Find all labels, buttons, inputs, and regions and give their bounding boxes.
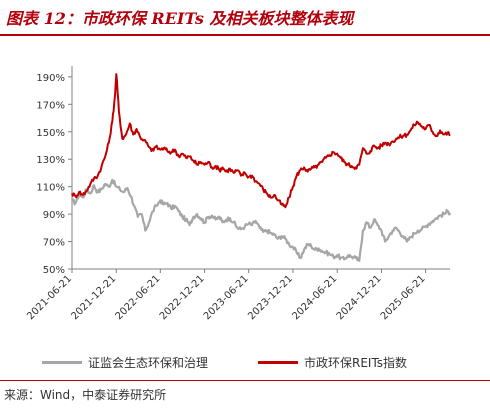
y-tick-label: 90% [43,210,65,221]
source-note: 来源：Wind，中泰证券研究所 [4,388,167,402]
x-tick-label: 2024-12-21 [335,273,384,322]
source-rule [0,380,490,381]
x-tick-label: 2022-12-21 [158,273,207,322]
x-tick-label: 2023-12-21 [246,273,295,322]
series-layer [71,73,452,262]
y-tick-label: 50% [43,265,65,276]
y-tick-label: 110% [36,183,65,194]
y-tick-label: 150% [36,128,65,139]
line-chart: 50%70%90%110%130%150%170%190%2021-06-212… [25,66,452,322]
figure-title: 图表 12：市政环保 REITs 及相关板块整体表现 [6,9,354,28]
legend-label-reits: 市政环保REITs指数 [304,355,408,370]
x-tick-label: 2023-06-21 [202,273,251,322]
x-tick-label: 2025-06-21 [379,273,428,322]
legend-label-csrc-env: 证监会生态环保和治理 [88,355,209,370]
y-tick-label: 70% [43,238,65,249]
y-tick-label: 170% [36,100,65,111]
legend-item-csrc-env: 证监会生态环保和治理 [42,352,208,372]
x-tick-label: 2024-06-21 [290,273,339,322]
x-tick-label: 2022-06-21 [114,273,163,322]
chart-legend: 证监会生态环保和治理 市政环保REITs指数 [0,352,490,372]
x-tick-label: 2021-12-21 [70,273,119,322]
y-tick-label: 130% [36,155,65,166]
series-line-csrc-env [71,178,452,262]
y-tick-label: 190% [36,73,65,84]
title-rule [0,34,490,36]
series-line-reits [71,73,451,209]
legend-swatch-red [258,360,298,364]
legend-item-reits: 市政环保REITs指数 [258,352,407,372]
legend-swatch-gray [42,360,82,364]
chart-axes: 50%70%90%110%130%150%170%190%2021-06-212… [25,66,450,322]
x-tick-label: 2021-06-21 [25,273,74,322]
